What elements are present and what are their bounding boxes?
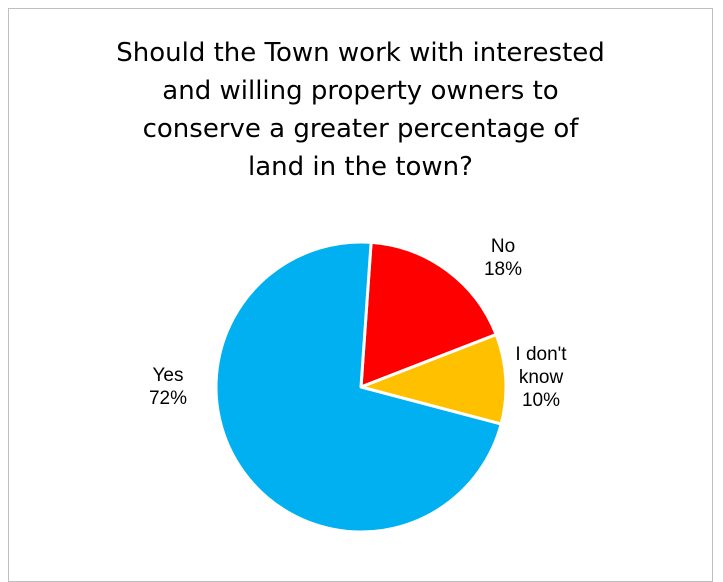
pie-slice-no [359,240,498,389]
chart-title: Should the Town work with interested and… [9,35,712,187]
pie-slice-i-don-t-know [359,333,508,426]
pie-data-label: Yes 72% [149,365,187,409]
pie-slice-yes [214,240,503,534]
chart-title-line: conserve a greater percentage of [142,113,579,144]
chart-title-line: and willing property owners to [162,75,559,106]
chart-title-line: Should the Town work with interested [116,38,605,68]
pie-data-label: No 18% [484,236,522,280]
chart-title-line: land in the town? [248,151,473,182]
pie-data-label: I don't know 10% [515,344,567,411]
